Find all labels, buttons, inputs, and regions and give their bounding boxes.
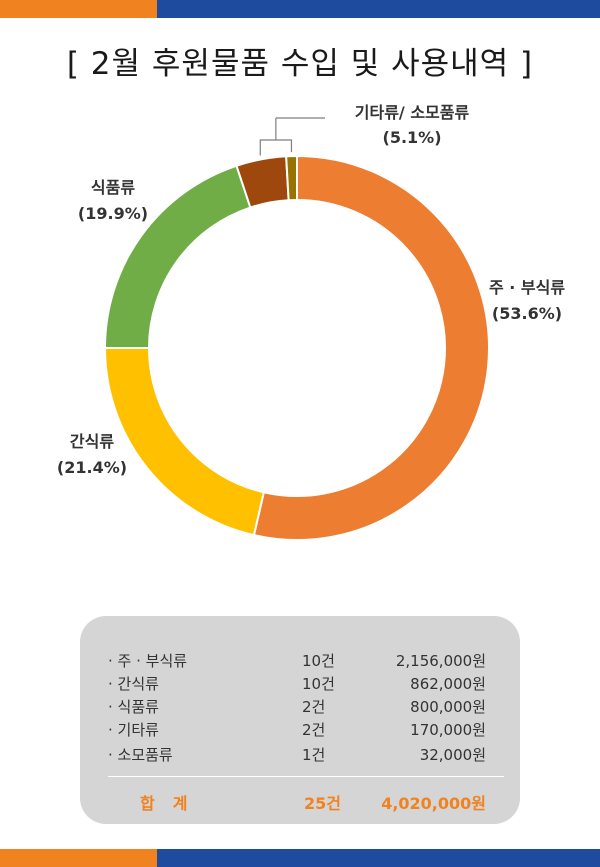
total-label: 합계	[140, 794, 206, 813]
row-count: 10건	[302, 652, 335, 670]
row-amount: 170,000원	[410, 721, 486, 739]
row-count: 2건	[302, 721, 326, 739]
label-misc-consumables: 기타류/ 소모품류	[355, 103, 470, 122]
summary-divider	[108, 776, 504, 777]
donut-slice-2	[103, 347, 266, 537]
row-name: · 주 · 부식류	[108, 652, 188, 670]
row-amount: 32,000원	[419, 746, 486, 764]
summary-row: · 간식류 10건 862,000원	[80, 673, 520, 697]
row-name: · 식품류	[108, 698, 159, 716]
donut-slice-5	[285, 154, 298, 202]
row-name: · 소모품류	[108, 746, 173, 764]
small-slices-callout	[259, 117, 325, 156]
bottom-color-band	[0, 849, 600, 867]
slice-labels: 주 · 부식류 (53.6%) 간식류 (21.4%) 식품류 (19.9%) …	[57, 103, 565, 477]
summary-total-row: 합계 25건 4,020,000원	[80, 790, 520, 814]
donut-slices	[103, 154, 490, 541]
top-band-orange	[0, 0, 157, 18]
summary-row: · 식품류 2건 800,000원	[80, 696, 520, 720]
label-groceries: 식품류	[91, 178, 135, 197]
summary-row: · 주 · 부식류 10건 2,156,000원	[80, 650, 520, 674]
summary-table: · 주 · 부식류 10건 2,156,000원 · 간식류 10건 862,0…	[80, 616, 520, 824]
total-amount: 4,020,000원	[381, 794, 486, 813]
page-title: [ 2월 후원물품 수입 및 사용내역 ]	[66, 46, 534, 82]
top-color-band	[0, 0, 600, 18]
donut-chart: 주 · 부식류 (53.6%) 간식류 (21.4%) 식품류 (19.9%) …	[57, 103, 565, 541]
row-amount: 2,156,000원	[395, 652, 486, 670]
pct-groceries: (19.9%)	[78, 204, 148, 223]
pct-main-food: (53.6%)	[492, 304, 562, 323]
row-amount: 862,000원	[410, 675, 486, 693]
row-count: 2건	[302, 698, 326, 716]
row-count: 10건	[302, 675, 335, 693]
row-amount: 800,000원	[410, 698, 486, 716]
total-count: 25건	[304, 794, 341, 813]
label-snacks: 간식류	[70, 432, 114, 451]
bottom-band-blue	[157, 849, 600, 867]
row-name: · 기타류	[108, 721, 159, 739]
label-main-food: 주 · 부식류	[489, 278, 565, 297]
row-count: 1건	[302, 746, 326, 764]
row-name: · 간식류	[108, 675, 159, 693]
summary-row: · 기타류 2건 170,000원	[80, 719, 520, 743]
donut-slice-1	[252, 154, 490, 541]
top-band-blue	[157, 0, 600, 18]
pct-snacks: (21.4%)	[57, 458, 127, 477]
callout-bracket	[259, 139, 293, 156]
summary-row: · 소모품류 1건 32,000원	[80, 744, 520, 768]
bottom-band-orange	[0, 849, 157, 867]
pct-misc-consumables: (5.1%)	[383, 128, 442, 147]
